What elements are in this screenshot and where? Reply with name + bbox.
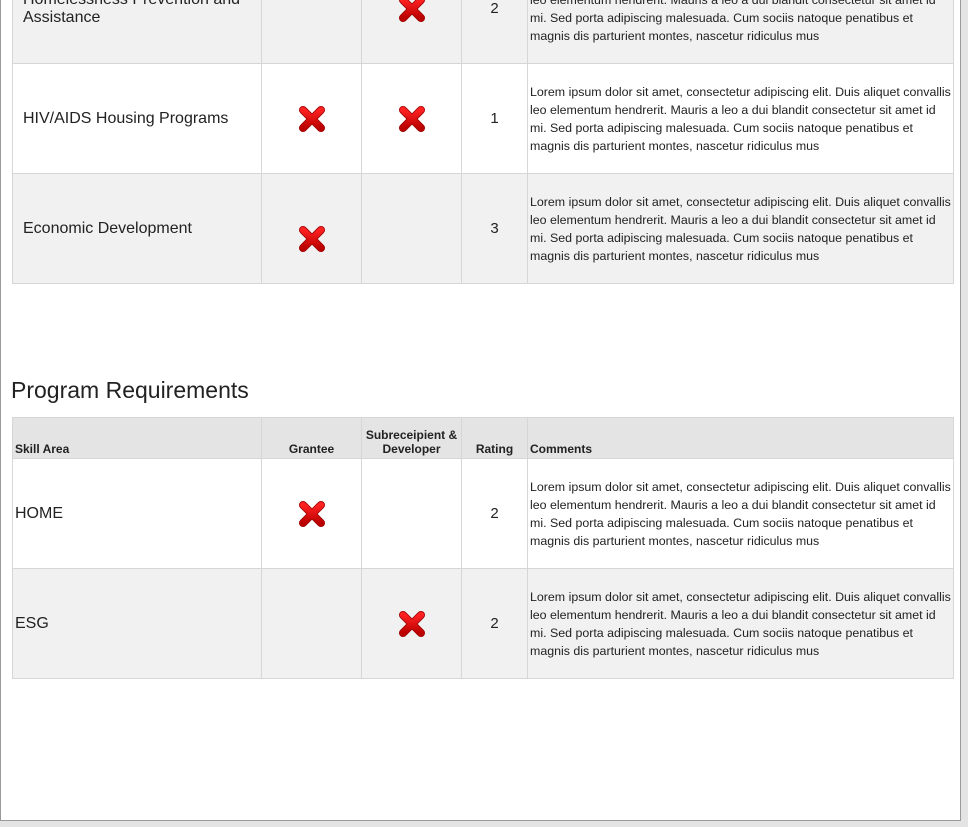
red-x-icon (398, 0, 425, 22)
grantee-cell (261, 63, 362, 174)
comments-cell: Lorem ipsum dolor sit amet, consectetur … (527, 458, 954, 569)
subrecipient-cell (361, 458, 462, 569)
rating-cell: 1 (461, 63, 528, 174)
header-skill-area: Skill Area (12, 417, 262, 459)
subrecipient-cell (361, 173, 462, 284)
header-comments: Comments (527, 417, 954, 459)
skills-table: Homelessness Prevention and Assistance2L… (12, 0, 954, 284)
red-x-icon (398, 610, 425, 637)
rating-cell: 2 (461, 0, 528, 64)
rating-cell: 3 (461, 173, 528, 284)
skill-area-cell: Economic Development (12, 173, 262, 284)
header-grantee: Grantee (261, 417, 362, 459)
subrecipient-cell (361, 568, 462, 679)
grantee-cell (261, 458, 362, 569)
grantee-cell (261, 568, 362, 679)
red-x-icon (398, 105, 425, 132)
grantee-cell (261, 0, 362, 64)
skill-area-cell: HOME (12, 458, 262, 569)
comments-cell: Lorem ipsum dolor sit amet, consectetur … (527, 0, 954, 64)
subrecipient-cell (361, 0, 462, 64)
table-row: HIV/AIDS Housing Programs 1 Lorem ipsum do… (12, 63, 954, 174)
red-x-icon (298, 105, 325, 132)
rating-cell: 2 (461, 458, 528, 569)
skill-area-cell: HIV/AIDS Housing Programs (12, 63, 262, 174)
table-row: HOME 2 Lorem ipsum dolor sit amet, consect… (12, 458, 954, 569)
header-subrecipient: Subreceipient & Developer (361, 417, 462, 459)
header-rating: Rating (461, 417, 528, 459)
table-row: Homelessness Prevention and Assistance 2L… (12, 0, 954, 64)
comments-cell: Lorem ipsum dolor sit amet, consectetur … (527, 173, 954, 284)
section-title: Program Requirements (11, 377, 249, 403)
table-row: ESG 2 Lorem ipsum dolor sit amet, consecte… (12, 568, 954, 679)
red-x-icon (298, 500, 325, 527)
red-x-icon (298, 225, 325, 252)
skill-area-cell: Homelessness Prevention and Assistance (12, 0, 262, 64)
comments-cell: Lorem ipsum dolor sit amet, consectetur … (527, 63, 954, 174)
table-header-row: Skill Area Grantee Subreceipient & Devel… (12, 417, 954, 459)
program-requirements-table: Skill Area Grantee Subreceipient & Devel… (12, 417, 954, 679)
comments-cell: Lorem ipsum dolor sit amet, consectetur … (527, 568, 954, 679)
subrecipient-cell (361, 63, 462, 174)
skill-area-cell: ESG (12, 568, 262, 679)
table-row: Economic Development 3 Lorem ipsum dolor s… (12, 173, 954, 284)
grantee-cell (261, 173, 362, 284)
rating-cell: 2 (461, 568, 528, 679)
